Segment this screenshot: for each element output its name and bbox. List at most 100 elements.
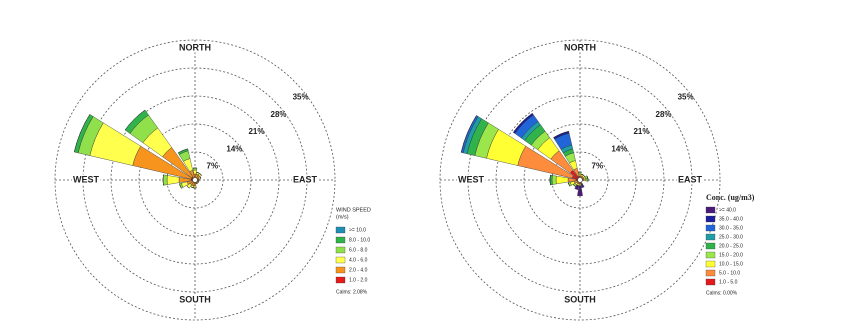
label-bg	[178, 42, 212, 53]
r-tick-label: 21%	[633, 127, 649, 136]
legend-label: 35.0 - 40.0	[719, 216, 743, 222]
wind-rose: 7% 14% 21% 28% 35% NORTH EAST SOUTH WEST WIND SPE…	[54, 39, 371, 321]
wedge	[196, 172, 200, 174]
wedge	[580, 183, 585, 189]
wedge	[192, 167, 198, 171]
legend-label: 10.0 - 15.0	[719, 261, 743, 267]
grid-ring	[138, 123, 252, 237]
wedge	[197, 182, 199, 184]
wedge	[555, 175, 569, 185]
legend-swatch	[335, 226, 346, 234]
legend-label: 4.0 - 6.0	[349, 257, 368, 263]
legend-swatch	[705, 215, 716, 223]
legend-label: 5.0 - 10.0	[719, 270, 740, 276]
wedge	[578, 185, 582, 189]
calms-label: Calms: 0.00%	[706, 290, 738, 296]
legend-swatch	[705, 269, 716, 277]
wedge	[179, 183, 182, 189]
compass-label: EAST	[293, 174, 318, 184]
r-tick-label: 7%	[207, 162, 219, 171]
r-tick-label: 28%	[271, 110, 287, 119]
legend-swatch	[335, 236, 346, 244]
legend-label: >= 10.0	[349, 227, 366, 233]
center-dot	[192, 177, 198, 183]
compass-label: WEST	[458, 174, 485, 184]
wedge	[568, 182, 570, 187]
wedge	[578, 173, 582, 177]
legend-title: WIND SPEED	[336, 207, 371, 213]
compass-label: SOUTH	[179, 294, 211, 304]
legend-swatch	[705, 206, 716, 214]
r-tick-label: 35%	[293, 93, 309, 102]
r-tick-label: 14%	[226, 144, 242, 153]
legend-swatch	[705, 242, 716, 250]
wedge	[193, 185, 197, 189]
wedge	[190, 186, 194, 188]
label-bg	[563, 294, 597, 305]
r-tick-label: 21%	[248, 127, 264, 136]
label-bg	[72, 174, 101, 185]
grid-ring	[110, 95, 280, 265]
grid-ring	[551, 151, 609, 209]
legend-swatch	[705, 251, 716, 259]
label-bg	[178, 294, 212, 305]
compass-label: WEST	[73, 174, 100, 184]
legend-label: 25.0 - 30.0	[719, 234, 743, 240]
legend-swatch	[335, 276, 346, 284]
compass-label: EAST	[678, 174, 703, 184]
wedge	[577, 187, 583, 197]
legend-title: Conc. (ug/m3)	[706, 193, 755, 202]
wedge	[578, 183, 582, 187]
legend-label: 15.0 - 20.0	[719, 252, 743, 258]
legend-label: 8.0 - 10.0	[349, 237, 370, 243]
compass-label: NORTH	[564, 42, 596, 52]
wedge	[581, 173, 584, 176]
grid-ring	[523, 123, 637, 237]
legend-swatch	[335, 246, 346, 254]
legend-label: 1.0 - 2.0	[349, 277, 368, 283]
legend-swatch	[335, 266, 346, 274]
grid-ring	[495, 95, 665, 265]
r-tick-label: 7%	[592, 162, 604, 171]
legend-swatch	[705, 278, 716, 286]
wedge	[177, 148, 188, 154]
wedge	[551, 175, 557, 185]
calms-label: Calms: 2.08%	[336, 289, 368, 295]
r-tick-label: 28%	[656, 110, 672, 119]
legend-label: 30.0 - 35.0	[719, 225, 743, 231]
compass-label: NORTH	[179, 42, 211, 52]
wedge	[166, 175, 180, 185]
legend-label: >= 40.0	[719, 207, 736, 213]
center-dot	[577, 177, 583, 183]
wedge	[578, 171, 582, 175]
wedge	[583, 178, 587, 182]
wedge	[199, 176, 202, 179]
wedge	[513, 113, 533, 133]
legend-label: 2.0 - 4.0	[349, 267, 368, 273]
r-tick-label: 35%	[678, 93, 694, 102]
legend-label: 6.0 - 8.0	[349, 247, 368, 253]
wedge	[193, 169, 197, 175]
grid-ring	[54, 39, 336, 321]
label-bg	[563, 42, 597, 53]
legend-swatch	[705, 233, 716, 241]
legend-swatch	[705, 224, 716, 232]
compass-label: SOUTH	[564, 294, 596, 304]
wedge	[162, 174, 168, 186]
wedge	[74, 114, 90, 153]
r-tick-label: 14%	[611, 144, 627, 153]
grid-ring	[166, 151, 224, 209]
label-bg	[291, 174, 319, 185]
grid-ring	[439, 39, 721, 321]
wedge	[574, 184, 579, 190]
legend-swatch	[705, 260, 716, 268]
label-bg	[457, 174, 486, 185]
legend-swatch	[335, 256, 346, 264]
label-bg	[676, 174, 704, 185]
wedge	[585, 178, 589, 182]
wind-rose: 7% 14% 21% 28% 35% NORTH EAST SOUTH WEST Conc. (u…	[439, 39, 755, 321]
wedge	[124, 109, 146, 131]
legend-label: 20.0 - 25.0	[719, 243, 743, 249]
legend-title: (m/s)	[336, 214, 349, 220]
